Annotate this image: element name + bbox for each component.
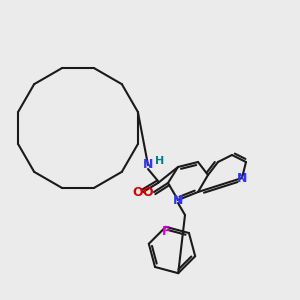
Text: O: O xyxy=(143,185,153,199)
Text: N: N xyxy=(237,172,247,184)
Text: F: F xyxy=(161,225,170,238)
Text: H: H xyxy=(155,156,165,166)
Text: O: O xyxy=(133,185,143,199)
Text: N: N xyxy=(173,194,183,206)
Text: N: N xyxy=(143,158,153,172)
